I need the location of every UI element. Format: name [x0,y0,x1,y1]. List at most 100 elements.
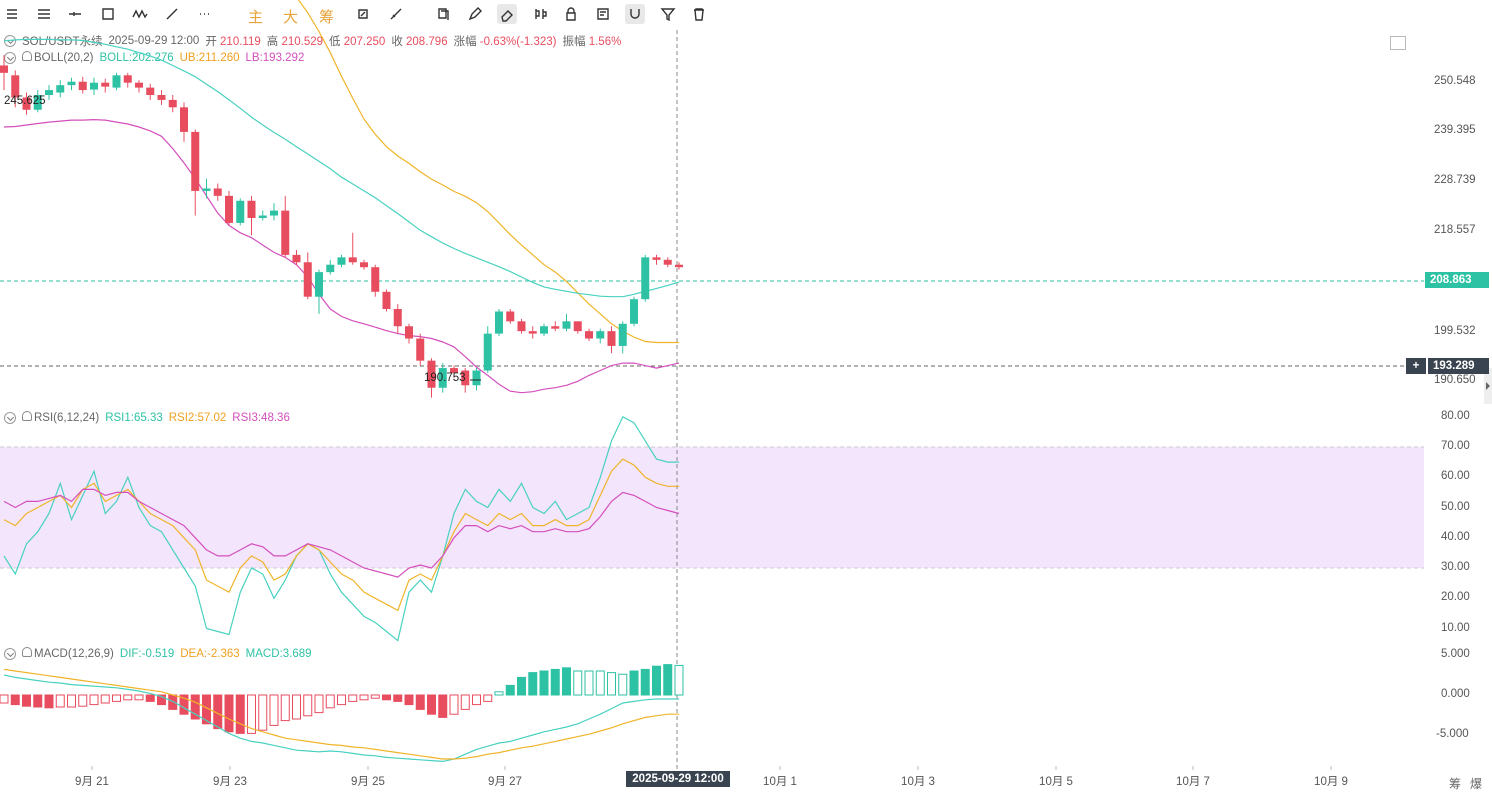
wave-icon [132,9,148,19]
add-alert-plus-icon[interactable]: + [1406,358,1426,374]
macd-histogram-bar [528,672,538,696]
trash-tool-button[interactable] [689,4,709,24]
macd-histogram-bar [337,694,346,706]
magnet-icon [630,9,640,19]
rsi1-line [3,415,679,642]
dif-value: DIF:-0.519 [119,647,175,660]
crosshair-time-tag: 2025-09-29 12:00 [626,771,730,787]
indicator-toggle-3[interactable]: 筹 [319,8,335,26]
candle-body [663,259,672,265]
eraser-tool-button[interactable] [497,4,517,24]
macd-histogram-bar [179,694,189,715]
price-tick-label: 250.548 [1434,75,1476,87]
macd-histogram-bar [258,694,268,731]
candle-body [78,81,87,91]
bell-icon[interactable] [22,51,32,61]
candles-tool-button[interactable] [530,4,550,24]
rsi-legend: RSI(6,12,24) RSI1:65.33 RSI2:57.02 RSI3:… [4,411,290,424]
candle-body [641,257,650,300]
boll-ub-value: UB:211.260 [179,51,240,64]
candle-body [225,195,233,223]
candle-body [270,210,278,216]
dea-value: DEA:-2.363 [180,647,240,660]
macd-legend: MACD(12,26,9) DIF:-0.519 DEA:-2.363 MACD… [4,647,312,660]
collapse-chevron-icon[interactable] [4,647,16,660]
macd-histogram-bar [269,694,279,726]
macd-histogram-bar [168,694,178,710]
candle-body [315,272,323,297]
candle-body [67,81,76,86]
macd-histogram-bar [404,694,414,706]
time-tick-label: 10月 5 [1039,776,1073,788]
macd-histogram-bar [247,694,256,734]
candle-body [528,331,537,334]
macd-histogram-bar [663,664,673,696]
pen-tool-button[interactable] [465,4,485,24]
magnet-tool-button[interactable] [625,4,645,24]
macd-histogram-bar [438,694,448,718]
macd-histogram-bar [573,670,583,696]
rsi-tick-label: 30.00 [1441,561,1470,573]
collapse-chevron-icon[interactable] [4,411,16,424]
fullscreen-icon[interactable] [1390,36,1406,50]
trend-line-tool-button[interactable] [162,4,182,24]
rsi-name: RSI(6,12,24) [34,412,100,424]
expand-panel-arrow-icon[interactable] [1484,368,1492,404]
boll-mid-value: BOLL:202.276 [99,51,174,64]
high-value: 210.529 [281,36,324,48]
candle-body [247,200,256,218]
boll-legend: BOLL(20,2) BOLL:202.276 UB:211.260 LB:19… [4,51,304,64]
candle-body [517,321,526,332]
low-label: 低 [329,36,341,48]
candle-body [483,333,492,371]
candle-body [146,87,155,95]
current-price-tag: 208.863 [1425,272,1489,288]
bell-icon[interactable] [22,411,32,421]
lock-tool-button[interactable] [561,4,581,24]
sync-icon [358,9,368,19]
candle-body [360,262,368,268]
macd-histogram-bar [472,694,481,706]
macd-histogram-bar [460,694,470,710]
lock-icon [566,7,576,21]
horizontal-line-tool-button[interactable] [65,4,85,24]
copy-tool-button[interactable] [433,4,453,24]
measure-tool-button[interactable] [386,4,406,24]
candle-body [326,264,335,273]
price-tick-label: 239.395 [1434,124,1476,136]
rsi3-line [3,488,680,578]
macd-histogram-bar [145,694,155,702]
candle-body [45,90,53,95]
price-tick-label: 190.650 [1434,374,1476,386]
sync-tool-button[interactable] [353,4,373,24]
candle-body [652,257,661,260]
list-tool-button[interactable] [34,4,54,24]
rsi-tick-label: 50.00 [1441,500,1470,513]
menu-tool-button[interactable] [2,4,22,24]
macd-histogram-bar [78,694,88,707]
macd-histogram-bar [618,673,628,696]
filter-tool-button[interactable] [658,4,678,24]
candle-body [573,321,582,332]
wave-tool-button[interactable] [130,4,150,24]
liquidation-toggle[interactable]: 爆 [1470,777,1483,791]
high-marker-label: 245.625 [4,95,46,107]
chips-toggle[interactable]: 筹 [1449,777,1462,791]
bell-icon[interactable] [22,647,32,657]
candle-body [11,75,20,98]
note-tool-button[interactable] [593,4,613,24]
macd-histogram-bar [382,694,391,701]
rectangle-tool-button[interactable] [98,4,118,24]
rsi-tick-label: 40.00 [1441,530,1470,543]
candle-body [596,331,605,339]
boll-lb-value: LB:193.292 [245,51,305,64]
indicator-toggle-1[interactable]: 主 [248,8,264,26]
indicator-toggle-2[interactable]: 大 [283,8,299,26]
time-tick-label: 9月 21 [75,776,109,788]
trend-line-icon [166,8,178,20]
dots-tool-button[interactable] [195,4,215,24]
macd-histogram-bar [348,694,358,702]
candle-body [450,368,458,373]
macd-histogram-bar [112,694,121,702]
